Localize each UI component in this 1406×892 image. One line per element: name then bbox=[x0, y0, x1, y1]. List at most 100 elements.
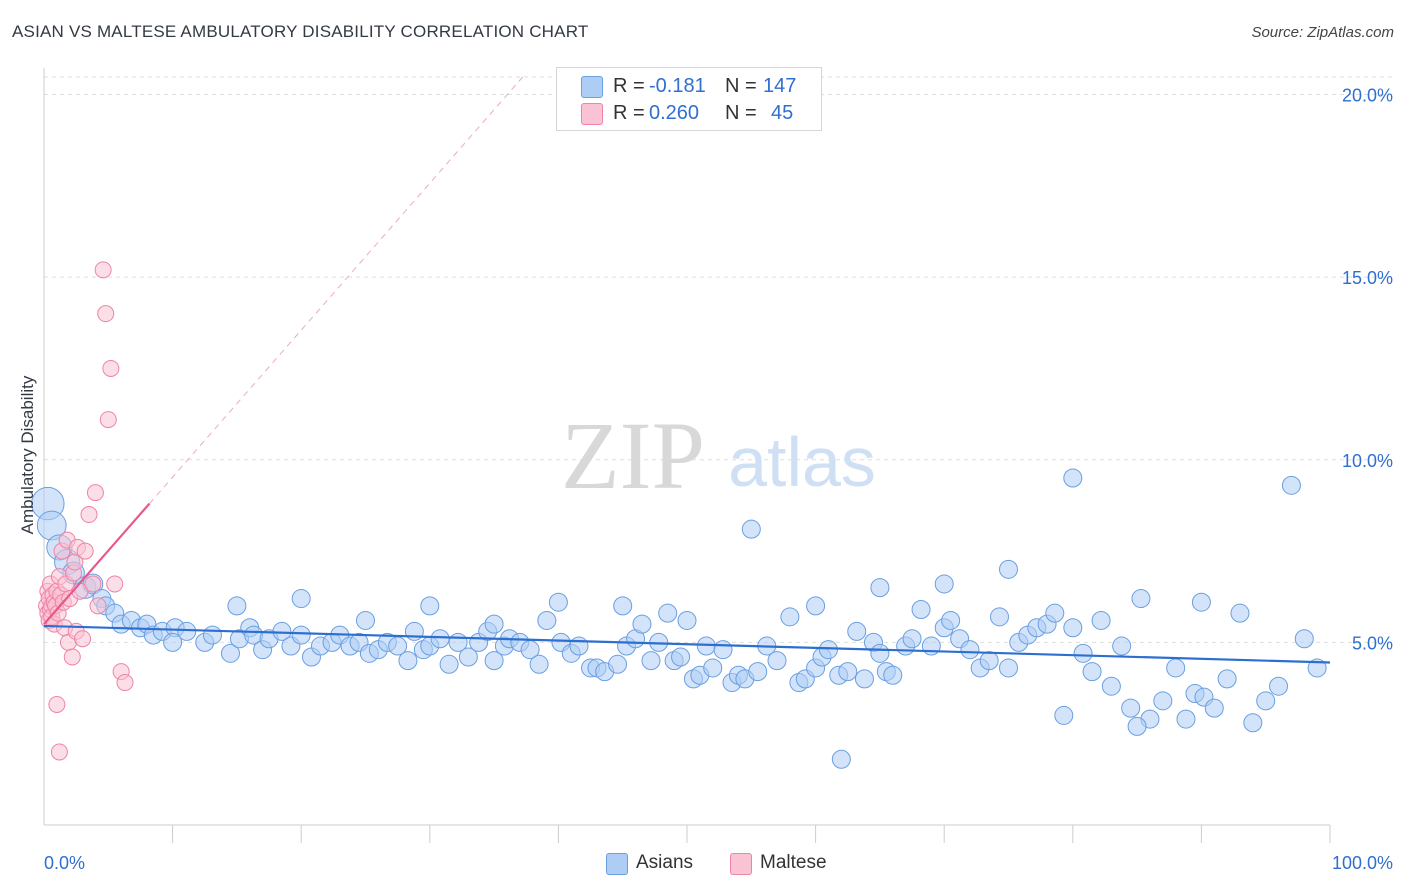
y-tick-label-10: 10.0% bbox=[1342, 451, 1393, 471]
y-tick-label-5: 5.0% bbox=[1352, 633, 1393, 653]
legend-asians-swatch bbox=[606, 853, 628, 875]
asians-point-123 bbox=[1154, 692, 1172, 710]
asians-point-68 bbox=[659, 604, 677, 622]
legend-asians-label: Asians bbox=[636, 852, 693, 874]
maltese-point-30 bbox=[75, 631, 91, 647]
maltese-point-32 bbox=[81, 507, 97, 523]
asians-point-154 bbox=[832, 750, 850, 768]
watermark: ZIP atlas bbox=[561, 402, 876, 509]
asians-point-115 bbox=[1074, 644, 1092, 662]
r-value-maltese: 0.260 bbox=[649, 102, 699, 125]
asians-point-103 bbox=[961, 641, 979, 659]
asians-point-65 bbox=[633, 615, 651, 633]
asians-point-143 bbox=[1128, 717, 1146, 735]
asians-point-138 bbox=[807, 597, 825, 615]
maltese-point-31 bbox=[77, 543, 93, 559]
maltese-point-38 bbox=[100, 412, 116, 428]
watermark-zip: ZIP bbox=[561, 402, 705, 509]
asians-point-75 bbox=[714, 641, 732, 659]
x-tick-label-max: 100.0% bbox=[1332, 853, 1393, 873]
asians-point-133 bbox=[1270, 677, 1288, 695]
asians-point-39 bbox=[399, 652, 417, 670]
maltese-point-42 bbox=[117, 675, 133, 691]
y-tick-label-15: 15.0% bbox=[1342, 268, 1393, 288]
n-label-asians: N = bbox=[725, 75, 757, 98]
asians-point-112 bbox=[1046, 604, 1064, 622]
asians-point-124 bbox=[1167, 659, 1185, 677]
maltese-swatch bbox=[581, 103, 603, 125]
asians-point-137 bbox=[742, 520, 760, 538]
asians-point-117 bbox=[1092, 611, 1110, 629]
maltese-point-43 bbox=[49, 696, 65, 712]
n-value-asians: 147 bbox=[763, 75, 796, 98]
maltese-point-34 bbox=[87, 485, 103, 501]
r-label-asians: R = bbox=[613, 75, 645, 98]
asians-point-146 bbox=[614, 597, 632, 615]
asians-point-119 bbox=[1113, 637, 1131, 655]
asians-point-125 bbox=[1177, 710, 1195, 728]
asians-point-116 bbox=[1083, 663, 1101, 681]
asians-point-101 bbox=[942, 611, 960, 629]
maltese-point-44 bbox=[51, 744, 67, 760]
asians-point-150 bbox=[357, 611, 375, 629]
asians-point-151 bbox=[292, 590, 310, 608]
asians-points bbox=[32, 469, 1326, 768]
asians-point-62 bbox=[609, 655, 627, 673]
legend-stats: R = -0.181 N = 147 R = 0.260 N = 45 bbox=[556, 67, 822, 131]
asians-point-113 bbox=[1055, 706, 1073, 724]
maltese-trend-dashed bbox=[149, 76, 523, 503]
asians-point-19 bbox=[203, 626, 221, 644]
asians-point-81 bbox=[768, 652, 786, 670]
asians-point-130 bbox=[1231, 604, 1249, 622]
asians-point-87 bbox=[819, 641, 837, 659]
scatter-chart: ZIP atlas 5.0%10.0%15.0%20.0% 0.0% 100.0… bbox=[0, 0, 1406, 892]
grid-lines bbox=[44, 77, 1393, 642]
asians-point-134 bbox=[1282, 476, 1300, 494]
asians-point-70 bbox=[672, 648, 690, 666]
asians-point-152 bbox=[228, 597, 246, 615]
asians-point-121 bbox=[1132, 590, 1150, 608]
asians-point-140 bbox=[935, 575, 953, 593]
asians-point-82 bbox=[781, 608, 799, 626]
r-label-maltese: R = bbox=[613, 102, 645, 125]
maltese-point-33 bbox=[85, 576, 101, 592]
maltese-point-39 bbox=[103, 360, 119, 376]
asians-point-93 bbox=[871, 644, 889, 662]
maltese-point-40 bbox=[107, 576, 123, 592]
asians-point-148 bbox=[485, 615, 503, 633]
asians-point-58 bbox=[570, 637, 588, 655]
n-value-maltese: 45 bbox=[771, 102, 793, 125]
asians-point-145 bbox=[678, 611, 696, 629]
asians-point-149 bbox=[421, 597, 439, 615]
asians-point-95 bbox=[884, 666, 902, 684]
n-label-maltese: N = bbox=[725, 102, 757, 125]
asians-point-135 bbox=[1295, 630, 1313, 648]
asians-point-105 bbox=[980, 652, 998, 670]
asians-point-89 bbox=[839, 663, 857, 681]
asians-point-55 bbox=[538, 611, 556, 629]
asians-point-91 bbox=[855, 670, 873, 688]
asians-point-128 bbox=[1205, 699, 1223, 717]
asians-point-74 bbox=[704, 659, 722, 677]
asians-point-139 bbox=[871, 579, 889, 597]
r-value-asians: -0.181 bbox=[649, 75, 706, 98]
asians-point-98 bbox=[912, 601, 930, 619]
maltese-point-36 bbox=[95, 262, 111, 278]
asians-point-147 bbox=[549, 593, 567, 611]
y-tick-labels: 5.0% 10.0% 15.0% 20.0% bbox=[1342, 86, 1393, 654]
asians-point-153 bbox=[164, 633, 182, 651]
asians-point-43 bbox=[431, 630, 449, 648]
asians-point-66 bbox=[642, 652, 660, 670]
legend-maltese-swatch bbox=[730, 853, 752, 875]
maltese-point-24 bbox=[64, 649, 80, 665]
asians-point-28 bbox=[292, 626, 310, 644]
asians-point-106 bbox=[990, 608, 1008, 626]
asians-point-142 bbox=[1064, 469, 1082, 487]
maltese-point-37 bbox=[98, 306, 114, 322]
y-axis-label: Ambulatory Disability bbox=[18, 376, 38, 535]
watermark-atlas: atlas bbox=[728, 423, 876, 501]
asians-point-129 bbox=[1218, 670, 1236, 688]
maltese-trend-extension bbox=[149, 76, 523, 503]
x-tick-label-min: 0.0% bbox=[44, 853, 85, 873]
asians-point-141 bbox=[1000, 560, 1018, 578]
